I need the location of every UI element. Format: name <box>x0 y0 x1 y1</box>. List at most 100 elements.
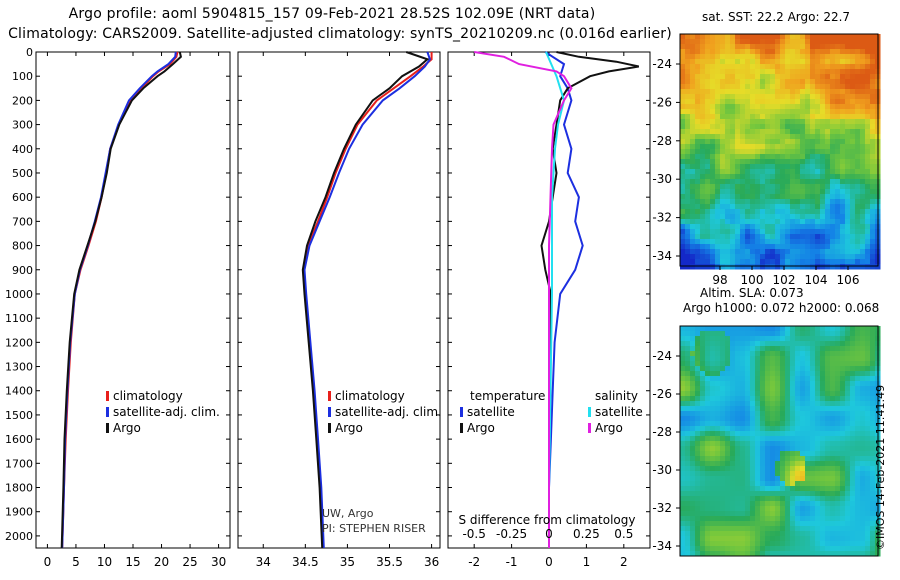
map-x-tick-label: 102 <box>773 273 796 287</box>
x-tick-label: -2 <box>468 555 480 569</box>
depth-tick-label: 1600 <box>5 433 33 446</box>
depth-tick-label: 1800 <box>5 482 33 495</box>
map-x-tick-label: 98 <box>712 273 727 287</box>
legend-swatch <box>106 407 109 417</box>
x-tick-label: 10 <box>97 555 112 569</box>
sla-argo-title: Argo h1000: 0.072 h2000: 0.068 <box>683 301 880 315</box>
legend-title-temperature: temperature <box>470 389 545 403</box>
sst-heatmap <box>680 34 881 270</box>
pi-annotation: PI: STEPHEN RISER <box>322 522 426 535</box>
x-tick-label: 2 <box>620 555 628 569</box>
legend-swatch <box>328 423 331 433</box>
series-line-temperature-profile-2 <box>60 51 183 549</box>
x-tick-label: 0 <box>44 555 52 569</box>
series-line-temperature-profile-0 <box>61 51 179 549</box>
legend-label: climatology <box>335 389 405 403</box>
x-tick-label: 0 <box>545 555 553 569</box>
legend-label: climatology <box>113 389 183 403</box>
series-line-difference-from-climatology-3 <box>474 51 573 548</box>
map-y-tick-label: -26 <box>652 387 672 401</box>
sla-heatmap-frame <box>679 325 879 557</box>
map-y-tick-label: -24 <box>652 349 672 363</box>
depth-tick-label: 300 <box>12 119 33 132</box>
depth-tick-label: 200 <box>12 94 33 107</box>
series-line-salinity-profile-1 <box>303 51 432 549</box>
depth-tick-label: 1500 <box>5 409 33 422</box>
depth-tick-label: 1000 <box>5 288 33 301</box>
depth-tick-label: 800 <box>12 240 33 253</box>
map-y-tick-label: -24 <box>652 57 672 71</box>
x-tick-label: 1 <box>583 555 591 569</box>
plot-title-line1: Argo profile: aoml 5904815_157 09-Feb-20… <box>68 6 596 22</box>
map-x-tick-label: 106 <box>837 273 860 287</box>
sla-map-title: Altim. SLA: 0.073 <box>700 286 804 300</box>
sst-map-title: sat. SST: 22.2 Argo: 22.7 <box>702 10 851 24</box>
legend-swatch <box>328 407 331 417</box>
sla-heatmap <box>680 326 881 557</box>
series-line-salinity-profile-0 <box>302 52 433 549</box>
map-x-tick-label: 100 <box>741 273 764 287</box>
map-y-tick-label: -32 <box>652 501 672 515</box>
depth-tick-label: 1100 <box>5 312 33 325</box>
depth-tick-label: 600 <box>12 191 33 204</box>
depth-tick-label: 1400 <box>5 385 33 398</box>
sst-heatmap-frame <box>679 33 879 267</box>
legend-swatch <box>588 423 591 433</box>
series-line-salinity-profile-2 <box>301 51 430 549</box>
x-top-tick-label: 0.25 <box>573 527 600 541</box>
legend-label: satellite <box>595 405 643 419</box>
depth-tick-label: 400 <box>12 143 33 156</box>
x-tick-label: 25 <box>182 555 197 569</box>
depth-tick-label: 900 <box>12 264 33 277</box>
legend-swatch <box>328 391 331 401</box>
diff-xlabel: S difference from climatology <box>459 513 636 527</box>
x-top-tick-label: -0.5 <box>462 527 485 541</box>
x-tick-label: 34 <box>256 555 271 569</box>
depth-tick-label: 100 <box>12 70 33 83</box>
depth-tick-label: 700 <box>12 215 33 228</box>
legend-label: Argo <box>335 421 363 435</box>
legend-swatch <box>106 423 109 433</box>
x-top-tick-label: 0 <box>545 527 553 541</box>
imos-credit: ©IMOS 14-Feb-2021 11:41:49 <box>874 384 887 550</box>
depth-tick-label: 2000 <box>5 530 33 543</box>
x-tick-label: 35.5 <box>376 555 403 569</box>
map-y-tick-label: -34 <box>652 539 672 553</box>
x-top-tick-label: 0.5 <box>614 527 633 541</box>
map-y-tick-label: -28 <box>652 425 672 439</box>
x-tick-label: 36 <box>424 555 439 569</box>
x-tick-label: 30 <box>211 555 226 569</box>
legend-title-salinity: salinity <box>595 389 638 403</box>
legend-swatch <box>106 391 109 401</box>
x-top-tick-label: -0.25 <box>496 527 527 541</box>
depth-tick-label: 1300 <box>5 361 33 374</box>
map-y-tick-label: -28 <box>652 134 672 148</box>
legend-label: Argo <box>467 421 495 435</box>
x-tick-label: 34.5 <box>292 555 319 569</box>
plot-title-line2: Climatology: CARS2009. Satellite-adjuste… <box>8 26 672 42</box>
depth-tick-label: 1900 <box>5 506 33 519</box>
x-tick-label: 35 <box>340 555 355 569</box>
map-x-tick-label: 104 <box>805 273 828 287</box>
legend-swatch <box>588 407 591 417</box>
x-tick-label: 5 <box>72 555 80 569</box>
legend-swatch <box>460 423 463 433</box>
legend-label: satellite-adj. clim. <box>335 405 442 419</box>
legend-label: Argo <box>595 421 623 435</box>
series-line-difference-from-climatology-1 <box>540 51 640 548</box>
x-tick-label: -1 <box>506 555 518 569</box>
x-tick-label: 15 <box>125 555 140 569</box>
map-y-tick-label: -32 <box>652 211 672 225</box>
x-tick-label: 20 <box>154 555 169 569</box>
depth-tick-label: 500 <box>12 167 33 180</box>
panel-frame-salinity-profile <box>237 51 441 549</box>
map-y-tick-label: -30 <box>652 172 672 186</box>
depth-tick-label: 1200 <box>5 336 33 349</box>
series-line-difference-from-climatology-0 <box>544 51 584 548</box>
legend-label: satellite-adj. clim. <box>113 405 220 419</box>
legend-swatch <box>460 407 463 417</box>
depth-tick-label: 0 <box>26 46 33 59</box>
map-y-tick-label: -26 <box>652 95 672 109</box>
legend-label: satellite <box>467 405 515 419</box>
